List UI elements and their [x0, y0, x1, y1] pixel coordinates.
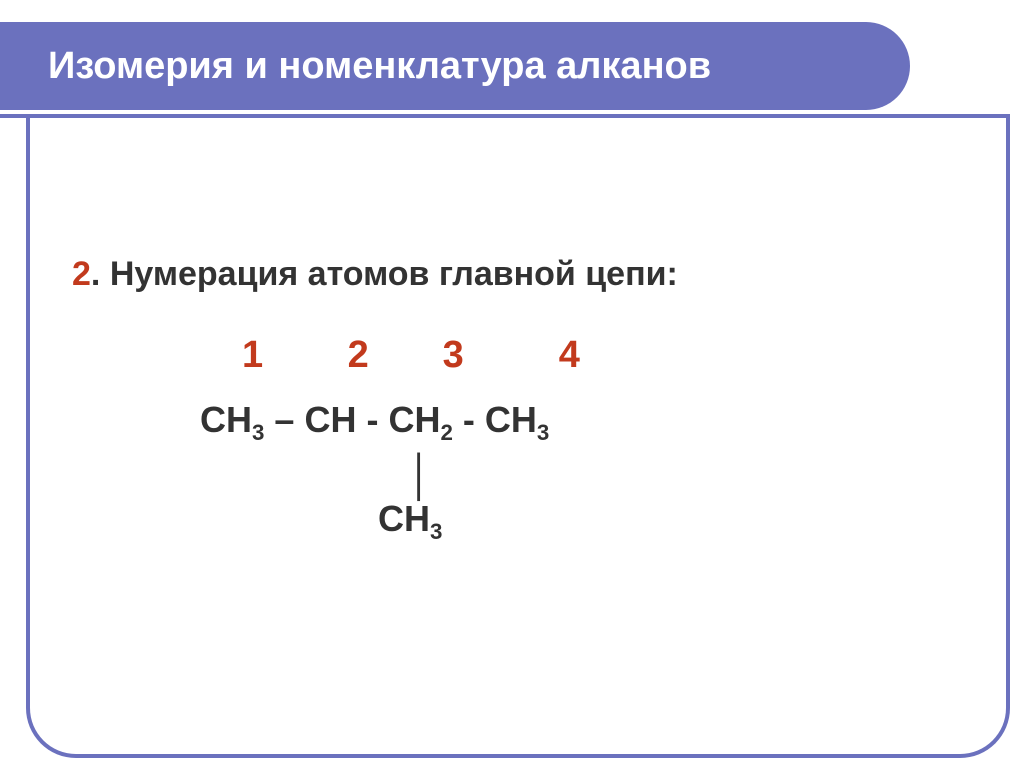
carbon-4: CH	[485, 399, 537, 440]
carbon-2: CH	[304, 399, 356, 440]
vertical-bond: │	[408, 456, 952, 496]
carbon-1: CH	[200, 399, 252, 440]
bond-3: -	[453, 399, 485, 440]
chain-numbers: 1 2 3 4	[242, 334, 952, 377]
carbon-1-sub: 3	[252, 420, 264, 445]
branch-group: CH3	[378, 498, 952, 545]
slide-title-bar: Изомерия и номенклатура алканов	[0, 22, 910, 110]
step-heading: 2. Нумерация атомов главной цепи:	[72, 255, 952, 294]
branch-carbon: CH	[378, 498, 430, 539]
slide-content: 2. Нумерация атомов главной цепи: 1 2 3 …	[72, 255, 952, 545]
branch-sub: 3	[430, 519, 442, 544]
chemical-formula: CH3 – CH - CH2 - CH3	[200, 399, 952, 446]
carbon-3: CH	[388, 399, 440, 440]
carbon-3-sub: 2	[440, 420, 452, 445]
bond-2: -	[356, 399, 388, 440]
slide-title: Изомерия и номенклатура алканов	[48, 45, 711, 88]
step-label: . Нумерация атомов главной цепи:	[91, 255, 678, 293]
step-number: 2	[72, 255, 91, 293]
carbon-4-sub: 3	[537, 420, 549, 445]
bond-1: –	[264, 399, 304, 440]
